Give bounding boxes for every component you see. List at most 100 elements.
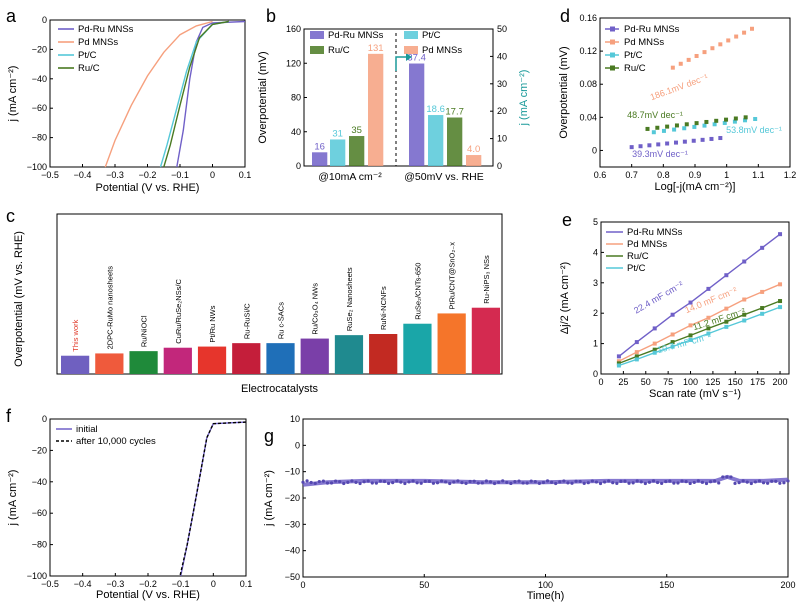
g-x-ticklabel: 50 [419,580,429,590]
a-x-ticklabel: 0.1 [239,170,252,180]
g-y-ticklabel: 0 [295,440,300,450]
d-legend-label: Pt/C [624,50,643,61]
g-point [721,475,725,479]
f-x-ticklabel: −0.3 [106,579,124,589]
g-point [554,481,558,486]
g-xlabel: Time(h) [527,590,564,602]
d-point [665,124,670,129]
c-bar [129,351,158,374]
g-point [338,480,342,484]
g-point [611,481,615,485]
g-point [411,479,415,483]
g-point [627,481,631,485]
c-bar [471,307,500,374]
d-point [672,127,677,132]
e-point [652,341,657,346]
g-point [460,481,464,485]
g-point [655,480,660,485]
a-x-ticklabel: −0.3 [106,170,124,180]
b-bar [466,155,482,166]
g-point [631,481,635,485]
e-point [706,331,711,336]
g-point [378,479,383,483]
d-point [743,115,748,120]
g-point [598,481,603,486]
e-ylabel: Δj/2 (mA cm⁻²) [559,262,571,334]
e-point [616,363,621,368]
d-point [750,26,754,31]
g-point [639,480,643,484]
g-point [517,479,521,483]
g-point [501,479,505,483]
b-yr-ticklabel: 0 [497,161,502,171]
e-series-line [618,300,781,365]
f-y-ticklabel: 0 [42,414,47,424]
d-point [732,119,737,124]
c-bar-label: Ru-NiPS₃ NSs [482,255,491,304]
d-point [674,123,679,128]
g-x-ticklabel: 0 [300,580,305,590]
g-point [374,481,378,485]
f-x-ticklabel: 0.1 [240,579,253,589]
g-point [386,481,391,485]
f-legend-label: after 10,000 cycles [76,436,156,447]
d-y-ticklabel: 0 [592,145,597,155]
d-point [700,137,705,142]
g-point [480,481,484,485]
g-point [733,481,737,485]
g-point [688,481,692,486]
c-bar [300,338,329,374]
b-bar-label: 16 [314,141,325,152]
g-point [619,479,623,483]
b-yr-ticklabel: 10 [497,134,507,144]
g-point [431,481,436,485]
d-point [686,57,691,62]
f-xlabel: Potential (V vs. RHE) [96,589,200,601]
b-bar-label: 31 [332,128,343,139]
e-point [634,354,639,359]
d-point [678,61,683,66]
e-x-ticklabel: 50 [641,377,651,387]
d-slope-label: 186.1mV dec⁻¹ [649,72,710,102]
c-bar-label: Ru-RuSi/C [242,303,251,339]
f-x-ticklabel: 0 [211,579,216,589]
e-y-ticklabel: 1 [593,339,598,349]
g-x-ticklabel: 100 [538,580,553,590]
d-point [694,121,699,126]
d-point [710,46,715,51]
e-x-ticklabel: 200 [773,377,788,387]
g-point [521,481,525,485]
c-bar-label: Ru/NiOCl [140,315,149,347]
b-yr-ticklabel: 20 [497,106,507,116]
g-point [325,481,330,485]
d-point [692,124,697,129]
e-xlabel: Scan rate (mV s⁻¹) [649,388,741,400]
a-legend-label: Pt/C [78,50,97,61]
d-point [702,50,707,55]
g-point [537,481,541,486]
g-point [684,480,688,484]
f-y-ticklabel: −100 [27,571,47,581]
b-legend-swatch [404,46,418,54]
panel-label-f: f [6,406,12,426]
b-bar-label: 37.4 [407,53,426,64]
g-point [415,481,419,485]
g-point [505,480,509,485]
g-point [586,481,590,485]
e-slope-label: 22.4 mF cm⁻² [632,279,685,315]
g-point [321,479,325,483]
b-bar-label: 131 [368,43,384,54]
panel-label-b: b [266,6,276,26]
d-point [661,128,666,133]
g-x-ticklabel: 200 [780,580,795,590]
b-bar [447,117,463,166]
e-point [706,315,711,320]
b-yr-ticklabel: 30 [497,79,507,89]
e-point [778,305,783,310]
a-x-ticklabel: −0.5 [41,170,59,180]
b-yl-ticklabel: 80 [291,93,301,103]
e-point [778,232,783,237]
panel-label-a: a [6,6,17,26]
g-point [476,481,480,485]
d-y-ticklabel: 0.16 [579,13,597,23]
